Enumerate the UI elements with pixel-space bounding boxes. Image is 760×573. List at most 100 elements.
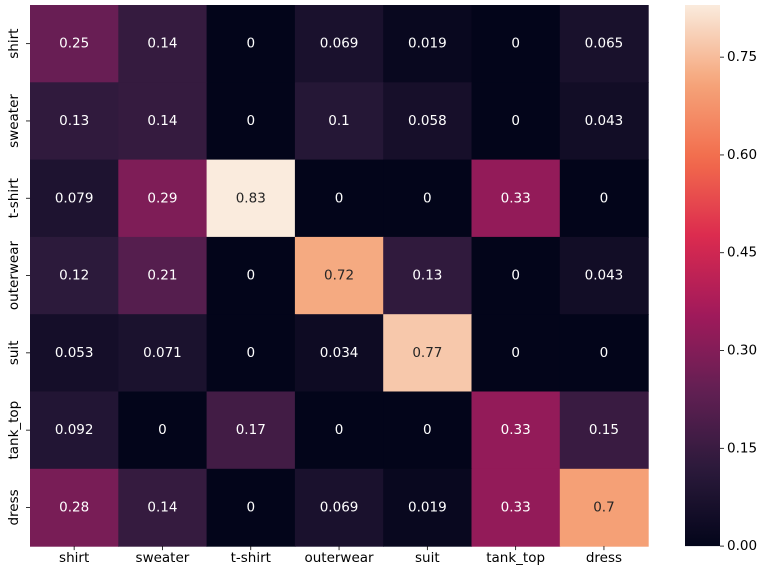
cell-label: 0.83 [236,190,266,206]
heatmap-cell [118,314,208,393]
y-tick-label: sweater [6,94,22,148]
y-tick-label: outerwear [6,241,22,311]
heatmap-cell [30,82,119,161]
heatmap-cell [294,159,384,238]
x-tick-label: outerwear [304,550,374,566]
y-axis: shirt sweater t-shirt outerwear suit tank_top… [6,29,30,526]
y-tick-label: dress [6,489,22,525]
heatmap-cell [294,468,384,547]
x-tick-label: t-shirt [231,550,271,566]
heatmap-cell [471,82,561,161]
cell-label: 0.25 [59,36,89,52]
heatmap-cell [30,159,119,238]
cell-label: 0.77 [412,345,442,361]
cell-label: 0 [246,499,255,515]
cell-label: 0.15 [589,422,619,438]
cell-label: 0.065 [585,36,624,52]
cell-label: 0.043 [585,113,624,129]
heatmap-cell [383,468,473,547]
heatmap-cell [294,5,384,83]
y-tick-label: t-shirt [6,178,22,218]
cell-label: 0.034 [320,345,359,361]
heatmap-cell [206,82,296,161]
x-axis: shirt sweater t-shirt outerwear suit tank_top… [59,546,622,566]
heatmap-cell [383,82,473,161]
cell-label: 0.019 [408,36,447,52]
cell-label: 0.29 [147,190,177,206]
cell-label: 0.069 [320,36,359,52]
cell-label: 0 [600,190,609,206]
heatmap-cell [383,391,473,470]
cell-label: 0.72 [324,268,354,284]
heatmap-cell [206,5,296,83]
cell-annotations: 0.25 0.14 0 0.069 0.019 0 0.065 0.13 0.14 0 0.1 0.0… [55,36,623,516]
cell-label: 0.28 [59,499,89,515]
heatmap-cell [559,159,649,238]
colorbar-tick-label: 0.30 [727,343,757,359]
colorbar-tick-label: 0.75 [727,49,757,65]
cell-label: 0 [423,422,432,438]
heatmap-cell [118,391,208,470]
cell-label: 0 [600,345,609,361]
heatmap-cell [559,236,649,315]
heatmap-cell [294,82,384,161]
cell-label: 0 [246,268,255,284]
cell-label: 0.17 [236,422,266,438]
heatmap-cell [206,314,296,393]
heatmap-cell [559,5,649,83]
colorbar-gradient [685,5,720,547]
cell-label: 0.079 [55,190,94,206]
y-tick-label: tank_top [6,401,22,460]
cell-label: 0.33 [501,190,531,206]
cell-label: 0.071 [143,345,182,361]
cell-label: 0 [511,36,520,52]
heatmap-cell [471,5,561,83]
cell-label: 0.7 [593,499,614,515]
cell-label: 0.33 [501,422,531,438]
cell-label: 0.14 [147,113,177,129]
heatmap-cell [206,159,296,238]
heatmap-cell [559,391,649,470]
heatmap-cell [118,5,208,83]
heatmap-cell [30,5,119,83]
heatmap-cell [559,468,649,547]
colorbar: 0.00 0.15 0.30 0.45 0.60 0.75 [685,5,757,554]
cell-label: 0.14 [147,499,177,515]
cell-label: 0.12 [59,268,89,284]
x-tick-label: sweater [136,550,190,566]
heatmap-cell [30,314,119,393]
heatmap-cell [471,468,561,547]
heatmap-cell [471,159,561,238]
colorbar-tick-label: 0.00 [727,538,757,554]
heatmap-cell [118,159,208,238]
cell-label: 0 [246,36,255,52]
cell-label: 0.33 [501,499,531,515]
heatmap-cell [294,314,384,393]
cell-label: 0.058 [408,113,447,129]
cell-label: 0.1 [328,113,349,129]
cell-label: 0.13 [59,113,89,129]
y-tick-label: shirt [6,29,22,59]
heatmap-cell [30,468,119,547]
heatmap-cell [30,391,119,470]
heatmap-cell [471,236,561,315]
x-tick-label: dress [586,550,622,566]
cell-label: 0 [511,345,520,361]
heatmap-cell [383,5,473,83]
cell-label: 0 [335,422,344,438]
colorbar-tick-label: 0.45 [727,245,757,261]
cell-label: 0.019 [408,499,447,515]
heatmap-cell [559,314,649,393]
cell-label: 0.053 [55,345,94,361]
heatmap-cell [30,236,119,315]
x-tick-label: shirt [59,550,89,566]
cell-label: 0 [246,345,255,361]
cell-label: 0 [335,190,344,206]
cell-label: 0.13 [412,268,442,284]
heatmap-cell [118,236,208,315]
heatmap-cell [559,82,649,161]
colorbar-tick-label: 0.60 [727,147,757,163]
cell-label: 0.14 [147,36,177,52]
